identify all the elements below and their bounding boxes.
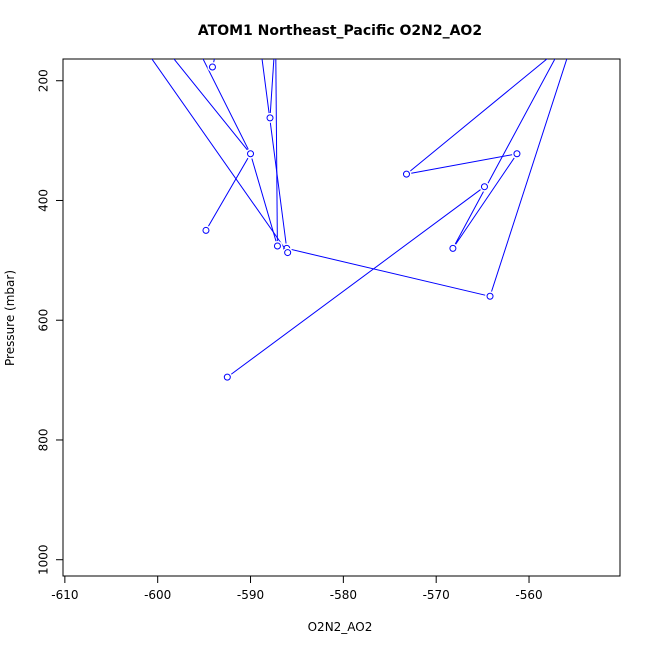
data-point (223, 373, 231, 381)
marker-gap (401, 169, 412, 180)
x-tick-label: -610 (51, 588, 78, 602)
data-point (208, 63, 216, 71)
series-line (261, 59, 568, 297)
x-axis-label: O2N2_AO2 (308, 620, 373, 634)
marker-gap (282, 247, 293, 258)
data-point (202, 226, 210, 234)
marker-gap (245, 148, 256, 159)
data-point (480, 183, 488, 191)
series-line (269, 59, 275, 118)
y-axis: 200 400 600 800 1000 (37, 69, 64, 575)
marker-gap (511, 148, 522, 159)
y-tick-label: 400 (37, 189, 51, 212)
y-tick-label: 1000 (37, 544, 51, 575)
marker-gap (479, 181, 490, 192)
marker-gap (200, 225, 211, 236)
x-tick-label: -560 (515, 588, 542, 602)
y-axis-label: Pressure (mbar) (3, 270, 17, 366)
x-tick-label: -590 (237, 588, 264, 602)
y-tick-label: 200 (37, 69, 51, 92)
data-point (266, 114, 274, 122)
y-tick-label: 800 (37, 429, 51, 452)
marker-gap (265, 112, 276, 123)
marker-gap (272, 240, 283, 251)
data-point (273, 242, 281, 250)
data-point (284, 249, 292, 257)
data-point (402, 170, 410, 178)
x-tick-label: -570 (423, 588, 450, 602)
series-line (227, 186, 485, 378)
marker-gap (222, 372, 233, 383)
series-layer (151, 59, 568, 383)
marker-gap (485, 291, 496, 302)
data-point (486, 292, 494, 300)
data-point (513, 150, 521, 158)
marker-gap (447, 243, 458, 254)
y-tick-label: 600 (37, 309, 51, 332)
x-axis: -610 -600 -590 -580 -570 -560 (51, 575, 543, 602)
marker-gap (207, 61, 218, 72)
x-tick-label: -580 (330, 588, 357, 602)
x-tick-label: -600 (144, 588, 171, 602)
data-point (247, 150, 255, 158)
chart-title: ATOM1 Northeast_Pacific O2N2_AO2 (198, 23, 482, 39)
series-line (151, 59, 289, 253)
series-line (275, 59, 278, 247)
data-point (449, 244, 457, 252)
